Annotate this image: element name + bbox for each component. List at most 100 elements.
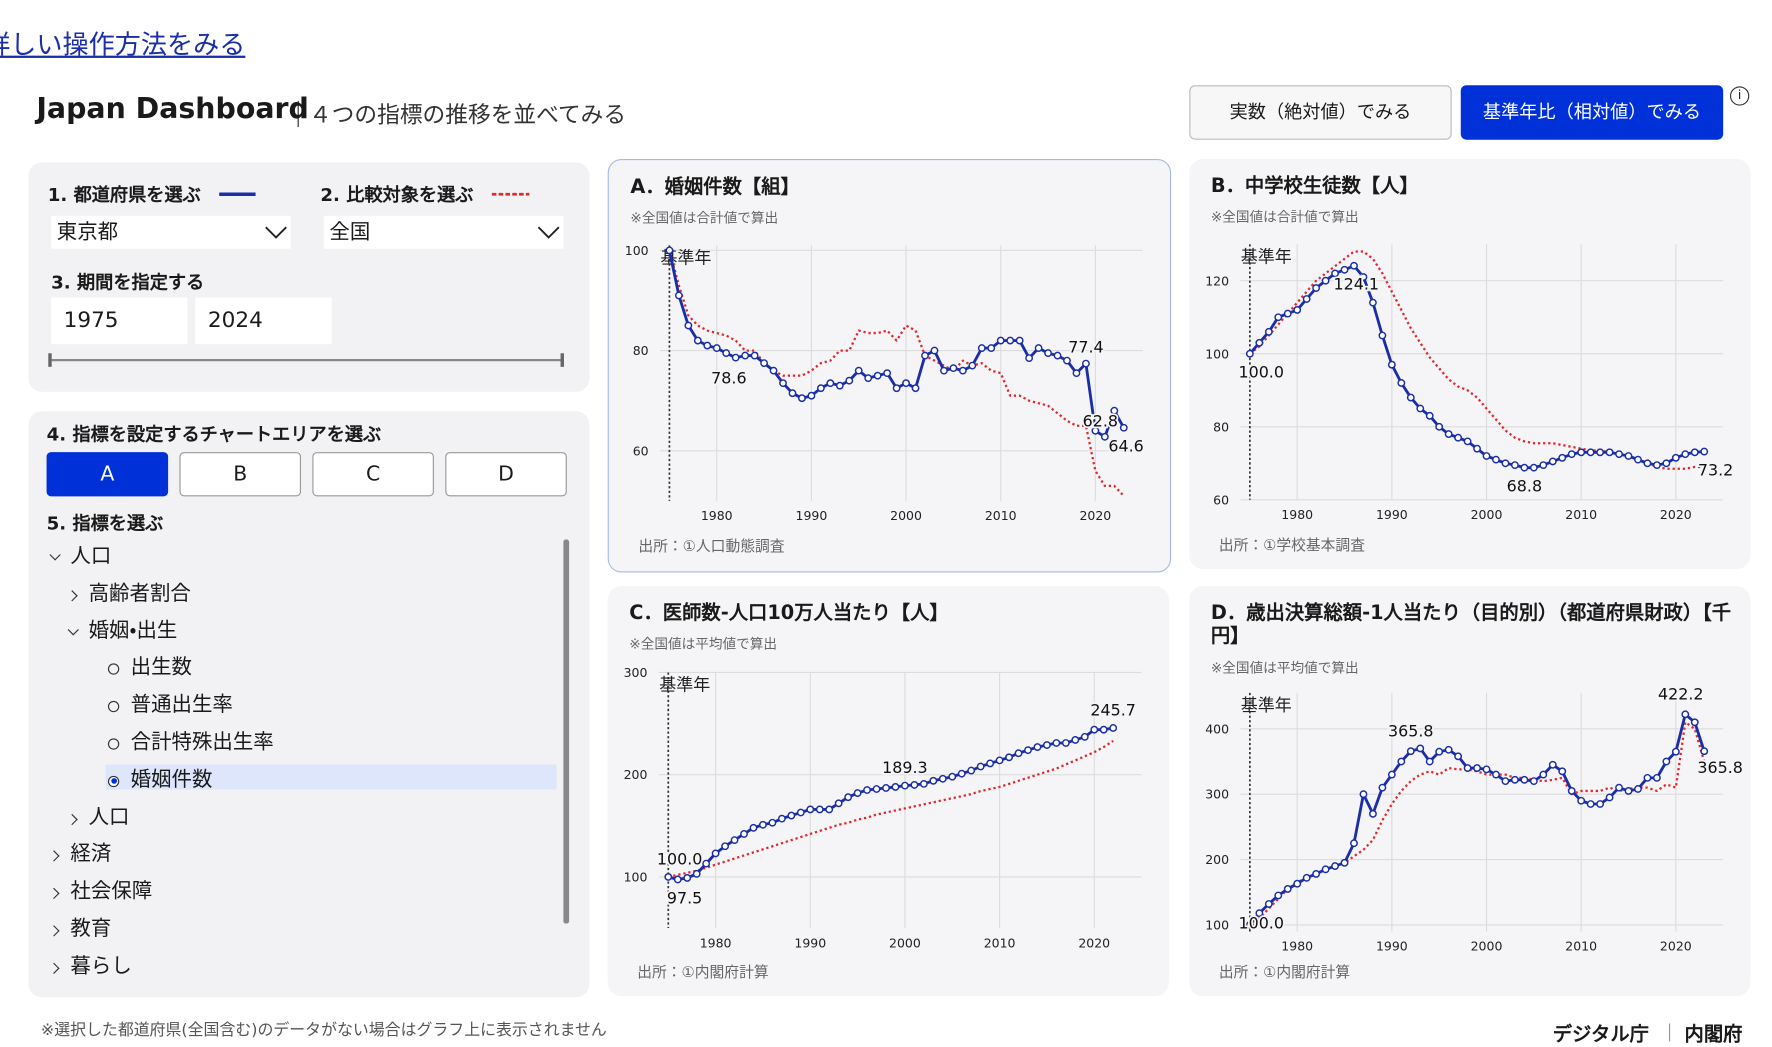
absolute-button[interactable]: 実数（絶対値）でみる: [1189, 85, 1452, 140]
x-tick-label: 2010: [984, 935, 1016, 950]
data-point: [722, 349, 731, 358]
data-point: [1302, 873, 1311, 882]
radio[interactable]: [107, 701, 120, 713]
data-point: [1119, 423, 1128, 432]
tree-item[interactable]: 教育: [70, 916, 112, 941]
data-point: [987, 344, 996, 353]
area-button[interactable]: A: [46, 452, 169, 497]
value-label: 64.6: [1108, 437, 1143, 456]
data-point: [1331, 269, 1339, 278]
data-point: [1043, 741, 1051, 749]
tree-item[interactable]: 婚姻・出生: [88, 618, 178, 643]
tree-item[interactable]: 合計特殊出生率: [130, 730, 274, 755]
chart-source: 出所：①学校基本調査: [1218, 537, 1365, 555]
data-point: [1053, 351, 1062, 360]
data-point: [882, 784, 890, 792]
info-icon[interactable]: i: [1729, 86, 1750, 106]
x-tick-label: 1990: [796, 508, 828, 523]
separator: ｜: [1660, 1022, 1679, 1044]
prefecture-select[interactable]: 東京都: [51, 215, 291, 249]
tree-item[interactable]: 出生数: [130, 655, 192, 680]
y-tick-label: 100: [625, 243, 649, 258]
area-button[interactable]: B: [179, 452, 302, 497]
period-slider[interactable]: [45, 351, 568, 369]
data-point: [1359, 273, 1368, 281]
radio[interactable]: [107, 663, 120, 676]
data-point: [1435, 747, 1444, 756]
chart-note: ※全国値は平均値で算出: [1210, 659, 1359, 676]
x-tick-label: 1980: [700, 935, 732, 950]
x-tick-label: 2020: [1079, 508, 1111, 523]
y-tick-label: 100: [624, 869, 648, 884]
chart: 60 80 100 120 1980 1990 2000 2010 2020 基準年 100.0 12…: [1205, 244, 1735, 522]
data-point: [1634, 785, 1642, 793]
scrollbar[interactable]: [563, 539, 570, 924]
data-point: [919, 779, 928, 788]
data-point: [816, 384, 825, 393]
radio[interactable]: [107, 738, 120, 750]
data-point: [1006, 336, 1015, 345]
data-point: [995, 756, 1004, 765]
data-point: [1444, 745, 1453, 754]
selection-panel: [28, 162, 590, 392]
value-label: 100.0: [1238, 913, 1283, 932]
data-point: [1063, 356, 1071, 365]
period-end[interactable]: 2024: [195, 297, 332, 345]
data-point: [902, 379, 910, 388]
tree-item[interactable]: 高齢者割合: [88, 581, 191, 606]
data-point: [948, 772, 957, 781]
base-year-label: 基準年: [659, 676, 710, 696]
tree-item[interactable]: 経済: [70, 842, 112, 866]
x-tick-label: 1990: [1376, 507, 1408, 522]
tree-item[interactable]: 社会保障: [70, 879, 153, 904]
x-tick-label: 2000: [890, 508, 922, 523]
value-label: 62.8: [1083, 412, 1118, 431]
chart-card[interactable]: A．婚姻件数【組】 ※全国値は合計値で算出 出所：①人口動態調査 60 80 100 198…: [607, 159, 1172, 573]
data-point: [1586, 448, 1595, 457]
series-line: [1248, 264, 1705, 470]
relative-button[interactable]: 基準年比（相対値）でみる: [1460, 85, 1724, 140]
data-point: [1454, 433, 1463, 442]
tree-item[interactable]: 婚姻件数: [130, 767, 213, 792]
data-point: [1520, 463, 1529, 472]
data-point: [1596, 448, 1605, 457]
data-point: [1652, 773, 1661, 782]
data-point: [1005, 753, 1013, 762]
data-point: [665, 246, 674, 255]
data-point: [834, 799, 843, 808]
series-line: [668, 739, 1114, 879]
chart-card[interactable]: B．中学校生徒数【人】 ※全国値は合計値で算出 出所：①学校基本調査 60 80 100 1…: [1189, 159, 1751, 570]
compare-select[interactable]: 全国: [323, 215, 564, 249]
tree-item[interactable]: 普通出生率: [130, 693, 233, 717]
data-point: [1567, 787, 1576, 795]
chart-card[interactable]: D．歳出決算総額-1人当たり（目的別）（都道府県財政）【千円】 ※全国値は平均値で…: [1189, 586, 1751, 997]
chart-card[interactable]: C．医師数-人口10万人当たり【人】 ※全国値は平均値で算出 出所：①内閣府計算 10…: [607, 586, 1169, 997]
data-point: [976, 762, 985, 771]
data-point: [1700, 747, 1709, 756]
data-point: [796, 808, 805, 817]
app-title: Japan Dashboard: [36, 92, 309, 125]
chart-source: 出所：①人口動態調査: [638, 538, 785, 556]
data-point: [863, 786, 871, 794]
data-point: [1444, 430, 1453, 438]
area-button[interactable]: D: [445, 452, 567, 497]
series-line: [1248, 712, 1706, 926]
help-link[interactable]: 詳しい操作方法をみる: [0, 30, 246, 61]
period-start[interactable]: 1975: [51, 297, 188, 345]
data-point: [1397, 757, 1406, 766]
y-tick-label: 120: [1205, 273, 1229, 288]
legend-line: [491, 192, 530, 196]
tree-item[interactable]: 人口: [70, 544, 112, 568]
tree-item[interactable]: 人口: [88, 804, 130, 829]
data-point: [1671, 453, 1680, 462]
area-button[interactable]: C: [312, 452, 434, 497]
data-point: [692, 869, 701, 878]
data-point: [1350, 839, 1358, 848]
data-point: [1387, 770, 1396, 779]
y-tick-label: 300: [624, 665, 648, 680]
x-tick-label: 1980: [1281, 939, 1313, 954]
value-label: 68.8: [1507, 477, 1542, 496]
y-tick-label: 80: [633, 343, 649, 358]
tree-item[interactable]: 暮らし: [70, 953, 132, 978]
